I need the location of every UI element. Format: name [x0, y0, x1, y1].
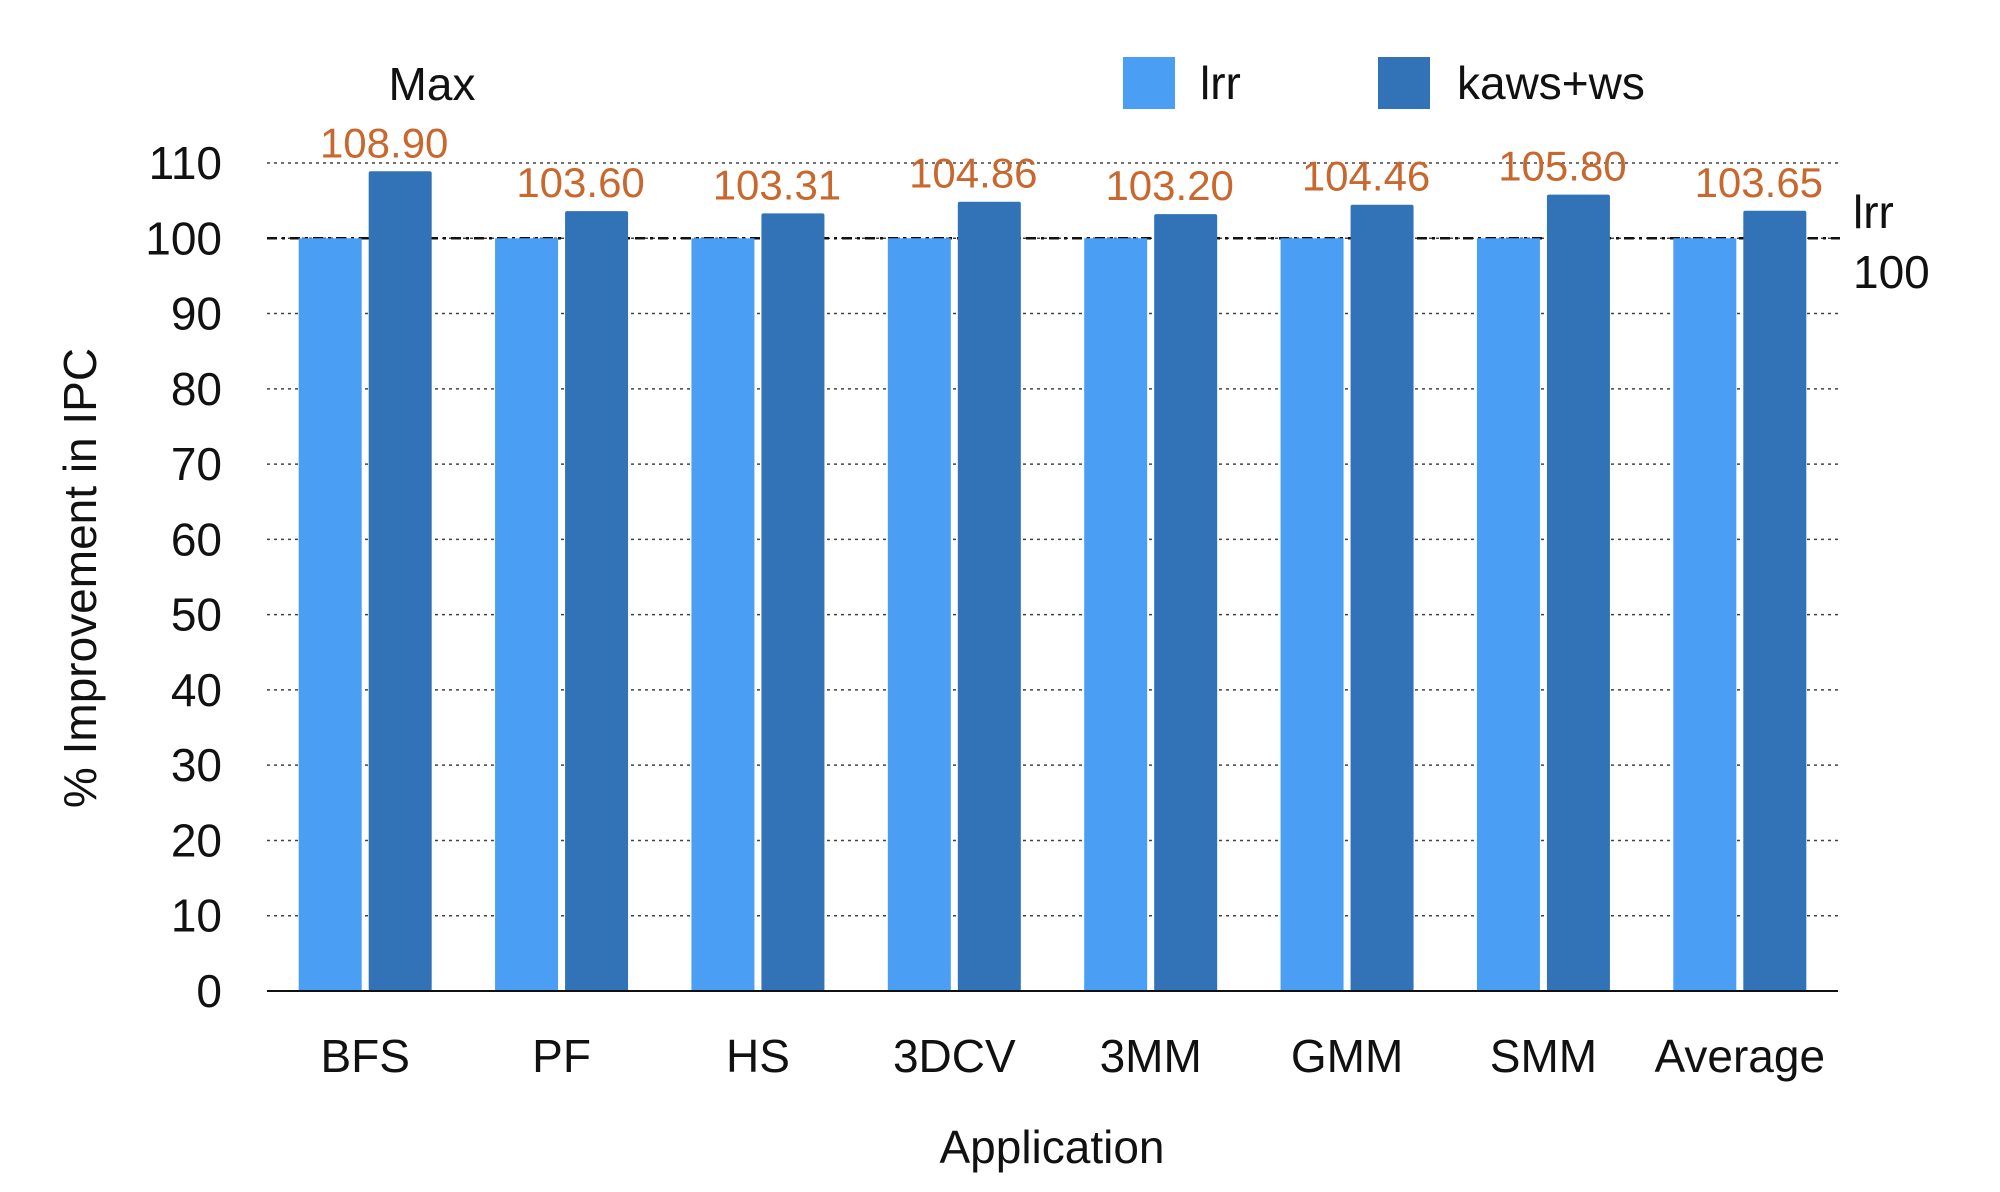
x-tick-label: HS — [726, 1030, 790, 1082]
y-tick-label: 20 — [171, 814, 222, 866]
data-label-3mm: 103.20 — [1105, 162, 1233, 209]
max-line-label: Max — [389, 58, 476, 110]
legend-label-lrr: lrr — [1200, 57, 1241, 109]
x-axis-ticks: BFS PF HS 3DCV 3MM GMM SMM Average — [320, 1030, 1825, 1082]
x-tick-label: 3DCV — [893, 1030, 1016, 1082]
bar-lrr-gmm — [1280, 238, 1344, 992]
y-tick-label: 100 — [145, 212, 222, 264]
bars — [298, 171, 1807, 992]
x-tick-label: BFS — [320, 1030, 409, 1082]
y-tick-label: 60 — [171, 513, 222, 565]
legend-label-kaws-ws: kaws+ws — [1457, 57, 1645, 109]
y-tick-label: 80 — [171, 363, 222, 415]
x-tick-label: SMM — [1490, 1030, 1597, 1082]
y-tick-label: 0 — [196, 965, 222, 1017]
bar-lrr-3mm — [1084, 238, 1148, 992]
y-tick-label: 90 — [171, 288, 222, 340]
bar-lrr-pf — [495, 238, 559, 992]
bar-kaws-ws-3dcv — [957, 201, 1021, 991]
data-label-bfs: 108.90 — [320, 119, 448, 166]
y-tick-label: 50 — [171, 589, 222, 641]
legend: lrr kaws+ws — [1123, 57, 1645, 109]
y-tick-label: 70 — [171, 438, 222, 490]
y-tick-label: 110 — [149, 137, 222, 189]
bar-kaws-ws-smm — [1546, 194, 1610, 991]
data-label-pf: 103.60 — [516, 159, 644, 206]
data-label-3dcv: 104.86 — [909, 150, 1037, 197]
bar-lrr-smm — [1476, 238, 1540, 992]
x-tick-label: Average — [1655, 1030, 1826, 1082]
bar-lrr-hs — [691, 238, 755, 992]
data-labels: 108.90 103.60 103.31 104.86 103.20 104.46 105.… — [320, 119, 1823, 209]
x-tick-label: PF — [532, 1030, 591, 1082]
bar-kaws-ws-pf — [565, 211, 629, 991]
bar-kaws-ws-bfs — [368, 171, 432, 991]
bar-kaws-ws-gmm — [1350, 204, 1414, 991]
data-label-gmm: 104.46 — [1302, 153, 1430, 200]
y-axis-ticks: 0 10 20 30 40 50 60 70 80 90 100 110 — [145, 137, 222, 1017]
lrr-line-value: 100 — [1853, 246, 1930, 298]
data-label-hs: 103.31 — [713, 161, 841, 208]
data-label-smm: 105.80 — [1498, 143, 1626, 190]
x-axis-title: Application — [939, 1121, 1164, 1173]
legend-swatch-kaws-ws — [1378, 57, 1430, 109]
x-tick-label: 3MM — [1100, 1030, 1202, 1082]
bar-kaws-ws-hs — [761, 213, 825, 992]
bar-kaws-ws-average — [1743, 210, 1807, 991]
x-tick-label: GMM — [1291, 1030, 1403, 1082]
y-axis-title: % Improvement in IPC — [54, 348, 106, 808]
bar-lrr-average — [1673, 238, 1737, 992]
bar-kaws-ws-3mm — [1154, 214, 1218, 992]
data-label-average: 103.65 — [1695, 159, 1823, 206]
legend-swatch-lrr — [1123, 57, 1175, 109]
y-tick-label: 10 — [171, 890, 222, 942]
lrr-line-label: lrr — [1853, 186, 1894, 238]
y-tick-label: 30 — [171, 739, 222, 791]
bar-lrr-bfs — [298, 238, 362, 992]
bar-lrr-3dcv — [887, 238, 951, 992]
y-tick-label: 40 — [171, 664, 222, 716]
